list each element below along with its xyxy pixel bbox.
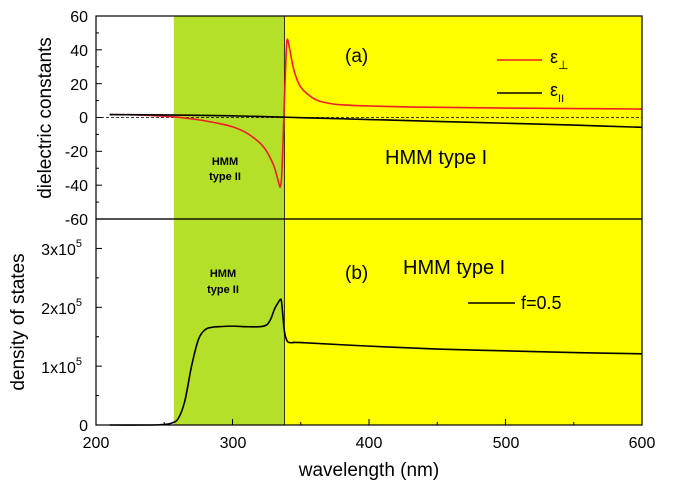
y-tick-b: 2x105 (41, 297, 82, 318)
panel-b-y-tick-labels: 3x105 2x105 1x105 0 (41, 238, 88, 435)
hmm-type-i-band-b (284, 219, 642, 425)
x-tick: 500 (493, 435, 520, 452)
tick-marks (95, 15, 643, 426)
x-tick-labels: 200 300 400 500 600 (83, 435, 656, 452)
y-tick-a: 20 (70, 77, 88, 94)
y-tick-a: 40 (70, 43, 88, 60)
x-tick: 300 (220, 435, 247, 452)
panel-b-type-i-label: HMM type I (403, 257, 505, 279)
y-tick-a: 0 (79, 110, 88, 127)
panel-a-tag: (a) (345, 46, 368, 67)
epsilon-perp-curve (109, 38, 643, 188)
y-tick-a: 60 (70, 9, 88, 26)
x-tick: 600 (629, 435, 656, 452)
panel-a-type-i-label: HMM type I (385, 147, 487, 169)
y-tick-b: 3x105 (41, 238, 82, 259)
epsilon-par-curve (109, 113, 643, 129)
x-tick: 400 (356, 435, 383, 452)
hmm-type-ii-band-b (173, 219, 285, 425)
panel-a-y-tick-labels: 60 40 20 0 -20 -40 -60 (65, 9, 88, 229)
panel-b-tag: (b) (345, 263, 368, 284)
x-tick: 200 (83, 435, 110, 452)
panel-a-type-ii-label-line1: HMM (212, 156, 238, 168)
y-tick-b: 1x105 (41, 356, 82, 377)
dos-curve (109, 298, 643, 426)
panel-a-y-axis-title: dielectric constants (35, 37, 56, 199)
panel-b-type-ii-label-line2: type II (207, 284, 239, 296)
y-tick-a: -20 (65, 144, 88, 161)
y-tick-b: 0 (79, 418, 88, 435)
panel-b-type-ii-label-line1: HMM (210, 268, 236, 280)
legend-par-label: εII (550, 80, 564, 105)
legend-f-label: f=0.5 (521, 293, 562, 313)
panel-a-type-ii-label-line2: type II (209, 171, 241, 183)
y-tick-a: -40 (65, 178, 88, 195)
legend-perp-label: ε⊥ (550, 47, 568, 72)
x-axis-title: wavelength (nm) (298, 460, 439, 481)
y-tick-a: -60 (65, 212, 88, 229)
panel-b-y-axis-title: density of states (8, 253, 29, 390)
